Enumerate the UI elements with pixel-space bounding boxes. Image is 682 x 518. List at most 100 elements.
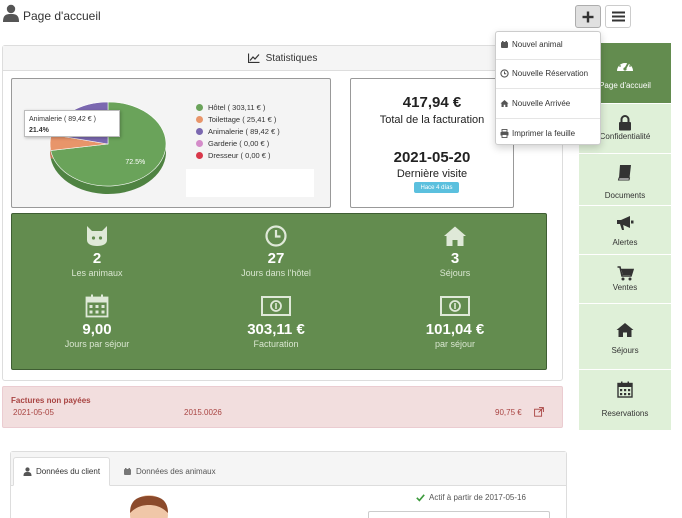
pie-tooltip: Animalerie ( 89,42 € ) 21.4% bbox=[24, 110, 120, 137]
home-icon bbox=[616, 323, 634, 337]
menu-item-new-reservation[interactable]: Nouvelle Réservation bbox=[496, 63, 600, 83]
sidebar-item-stays[interactable]: Séjours bbox=[579, 304, 671, 370]
clock-icon bbox=[265, 225, 287, 247]
pie-legend: Hôtel ( 303,11 € ) Toilettage ( 25,41 € … bbox=[196, 101, 280, 161]
stat-value: 101,04 € bbox=[425, 321, 485, 338]
sidebar-item-label: Page d'accueil bbox=[599, 81, 651, 90]
sidebar-item-label: Alertes bbox=[612, 238, 638, 247]
pie-slice-hôtel[interactable] bbox=[50, 101, 167, 187]
menu-item-label: Nouvel animal bbox=[512, 39, 563, 49]
menu-item-label: Imprimer la feuille bbox=[512, 128, 576, 138]
cat-icon bbox=[87, 226, 107, 246]
paw-icon bbox=[499, 39, 509, 49]
legend-item: Animalerie ( 89,42 € ) bbox=[196, 125, 280, 137]
stat-value: 3 bbox=[450, 250, 460, 267]
tab-client-data[interactable]: Données du client bbox=[13, 457, 111, 486]
print-icon bbox=[499, 128, 509, 138]
stat-label: par séjour bbox=[434, 339, 476, 349]
client-field[interactable] bbox=[368, 511, 550, 518]
top-bar: Page d'accueil bbox=[0, 0, 682, 34]
legend-swatch bbox=[196, 151, 203, 159]
stat-animals: 2 Les animaux bbox=[17, 225, 177, 278]
tooltip-percent: 21.4% bbox=[29, 127, 49, 134]
active-since-status: Actif à partir de 2017-05-16 bbox=[416, 493, 526, 502]
legend-label: Animalerie ( 89,42 € ) bbox=[208, 126, 280, 136]
user-icon bbox=[23, 467, 32, 476]
stat-days-per-stay: 9,00 Jours par séjour bbox=[17, 294, 177, 349]
menu-item-label: Nouvelle Réservation bbox=[512, 68, 589, 78]
calendar-icon bbox=[617, 381, 633, 398]
sidebar-item-label: Documents bbox=[604, 191, 646, 200]
legend-item: Garderie ( 0,00 € ) bbox=[196, 137, 280, 149]
menu-item-new-arrival[interactable]: Nouvelle Arrivée bbox=[496, 93, 600, 113]
tooltip-label: Animalerie ( 89,42 € ) bbox=[29, 116, 96, 123]
stat-label: Facturation bbox=[253, 339, 299, 349]
legend-swatch bbox=[196, 115, 203, 123]
menu-item-print-sheet[interactable]: Imprimer la feuille bbox=[496, 123, 600, 143]
total-billing-label: Total de la facturation bbox=[379, 114, 485, 126]
paw-icon bbox=[124, 468, 131, 475]
tab-animal-data[interactable]: Données des animaux bbox=[114, 457, 225, 486]
pie-chart-svg: 72.5% bbox=[49, 101, 167, 194]
cart-icon bbox=[617, 266, 634, 281]
add-dropdown-menu: Nouvel animal Nouvelle Réservation Nouve… bbox=[495, 31, 601, 145]
pie-slice-label: 72.5% bbox=[125, 159, 145, 166]
legend-item: Hôtel ( 303,11 € ) bbox=[196, 101, 280, 113]
menu-item-new-animal[interactable]: Nouvel animal bbox=[496, 34, 600, 54]
stat-per-stay: 101,04 € par séjour bbox=[375, 294, 535, 349]
last-visit-date: 2021-05-20 bbox=[393, 149, 471, 166]
legend-swatch bbox=[196, 103, 203, 111]
clock-icon bbox=[499, 68, 509, 78]
legend-swatch bbox=[196, 127, 203, 135]
home-icon bbox=[444, 226, 466, 246]
sidebar-item-documents[interactable]: Documents bbox=[579, 154, 671, 206]
calendar-icon bbox=[85, 294, 109, 318]
stat-value: 27 bbox=[267, 250, 285, 267]
last-visit-badge: Hace 4 días bbox=[414, 182, 459, 193]
line-chart-icon bbox=[247, 53, 260, 63]
statistics-title: Statistiques bbox=[265, 52, 318, 64]
invoice-amount: 90,75 € bbox=[495, 408, 522, 417]
statistics-heading: Statistiques bbox=[3, 46, 562, 71]
sidebar-item-sales[interactable]: Ventes bbox=[579, 255, 671, 304]
check-icon bbox=[416, 494, 425, 502]
stat-value: 2 bbox=[92, 250, 102, 267]
legend-label: Hôtel ( 303,11 € ) bbox=[208, 102, 266, 112]
stat-label: Les animaux bbox=[71, 268, 123, 278]
menu-item-label: Nouvelle Arrivée bbox=[512, 98, 571, 108]
legend-label: Garderie ( 0,00 € ) bbox=[208, 138, 270, 148]
billing-summary: 417,94 € Total de la facturation 2021-05… bbox=[350, 78, 514, 208]
add-button[interactable] bbox=[575, 5, 601, 28]
money-icon bbox=[261, 296, 291, 316]
book-icon bbox=[617, 165, 631, 181]
sidebar-item-reservations[interactable]: Reservations bbox=[579, 370, 671, 431]
external-link-icon[interactable] bbox=[534, 407, 544, 417]
page-title: Page d'accueil bbox=[23, 9, 101, 23]
tab-label: Données des animaux bbox=[136, 467, 216, 476]
last-visit-label: Dernière visite bbox=[396, 168, 468, 180]
lock-icon bbox=[619, 115, 631, 131]
invoice-number: 2015.0026 bbox=[184, 408, 222, 417]
total-billing-amount: 417,94 € bbox=[402, 94, 462, 111]
unpaid-invoices-alert: Factures non payées 2021-05-05 2015.0026… bbox=[2, 386, 563, 428]
stats-tiles: 2 Les animaux 27 Jours dans l'hôtel 3 Sé… bbox=[11, 213, 547, 370]
money-icon bbox=[440, 296, 470, 316]
sidebar-item-label: Reservations bbox=[601, 409, 649, 418]
legend-swatch bbox=[196, 139, 203, 147]
sidebar-item-label: Confidentialité bbox=[599, 132, 651, 141]
home-icon bbox=[499, 98, 509, 108]
menu-button[interactable] bbox=[605, 5, 631, 28]
sidebar-item-alerts[interactable]: Alertes bbox=[579, 206, 671, 255]
stat-stays: 3 Séjours bbox=[375, 225, 535, 278]
bullhorn-icon bbox=[617, 216, 634, 230]
stat-value: 9,00 bbox=[82, 321, 112, 338]
hamburger-icon bbox=[611, 11, 625, 22]
plus-icon bbox=[582, 11, 594, 22]
avatar bbox=[130, 495, 168, 518]
revenue-pie-chart: 72.5% Animalerie ( 89,42 € ) 21.4% Hôtel… bbox=[11, 78, 331, 208]
client-panel: Données du client Données des animaux Ac… bbox=[10, 451, 567, 518]
sidebar-item-label: Ventes bbox=[612, 283, 638, 292]
active-since-label: Actif à partir de 2017-05-16 bbox=[429, 493, 526, 502]
dashboard-icon bbox=[617, 60, 633, 71]
stat-hotel-days: 27 Jours dans l'hôtel bbox=[196, 225, 356, 278]
